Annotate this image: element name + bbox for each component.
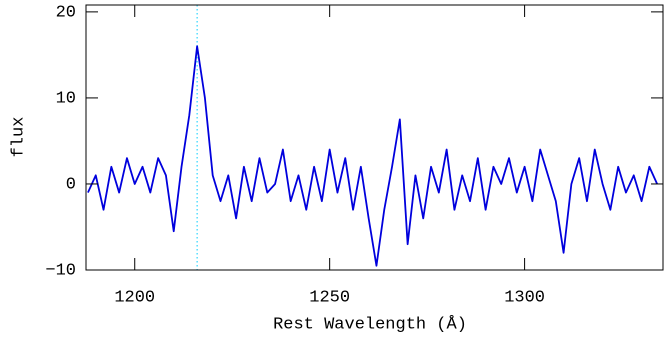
x-axis-label: Rest Wavelength (Å) [273, 315, 467, 334]
y-tick-label: 20 [56, 3, 76, 22]
x-tick-label: 1250 [309, 288, 350, 307]
spectrum-line [87, 45, 658, 267]
x-tick-label: 1300 [504, 288, 545, 307]
y-tick-label: 10 [56, 89, 76, 108]
plot-frame [85, 4, 664, 271]
y-axis-label: flux [9, 117, 28, 158]
y-tick-label: −10 [45, 261, 76, 280]
x-tick-label: 1200 [114, 288, 155, 307]
y-tick-label: 0 [66, 175, 76, 194]
